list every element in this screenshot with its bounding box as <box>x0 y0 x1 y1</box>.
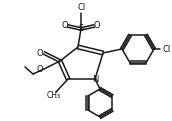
Text: CH₃: CH₃ <box>47 91 61 101</box>
Text: N: N <box>92 75 98 83</box>
Text: Cl: Cl <box>163 45 171 53</box>
Text: O: O <box>37 64 43 73</box>
Text: Cl: Cl <box>78 4 86 12</box>
Text: O: O <box>94 22 100 30</box>
Text: O: O <box>62 22 68 30</box>
Text: S: S <box>78 24 84 33</box>
Text: O: O <box>37 49 43 57</box>
